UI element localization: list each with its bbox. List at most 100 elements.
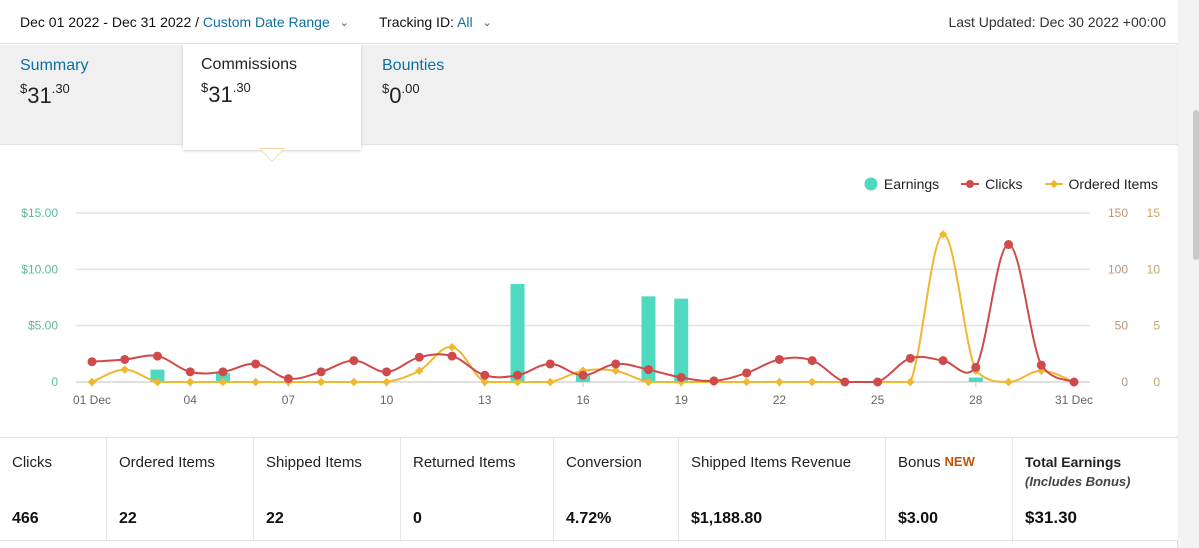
custom-date-range-link[interactable]: Custom Date Range (202, 14, 330, 30)
ordered-items-point (349, 377, 359, 387)
stat-shipped-items: Shipped Items 22 (254, 438, 401, 542)
ordered-items-point (218, 377, 228, 387)
clicks-point (938, 356, 948, 366)
tab-summary-label[interactable]: Summary (20, 57, 89, 74)
x-tick-label: 16 (576, 393, 590, 407)
tab-bounties-label[interactable]: Bounties (382, 57, 445, 74)
stats-bar: Clicks 466 Ordered Items 22 Shipped Item… (0, 437, 1178, 542)
clicks-point (87, 357, 97, 367)
chart-legend: Earnings Clicks Ordered Items (864, 176, 1158, 192)
ordered-line-icon (1044, 179, 1063, 189)
x-tick-label: 07 (282, 393, 296, 407)
ordered-items-point (316, 377, 326, 387)
y-left-tick-label: 0 (51, 375, 58, 389)
ordered-items-point (742, 377, 751, 387)
stat-bonus-label: Bonus NEW (898, 454, 975, 471)
page-scrollbar[interactable] (1193, 110, 1199, 260)
stat-ordered-value: 22 (119, 510, 137, 527)
ordered-items-point (644, 377, 653, 387)
earnings-bar (968, 377, 983, 382)
clicks-point (414, 352, 424, 362)
legend-clicks-label: Clicks (985, 176, 1023, 192)
earnings-bar (641, 296, 656, 382)
earnings-bar (674, 298, 689, 382)
last-updated-text: Last Updated: Dec 30 2022 +00:00 (948, 14, 1166, 30)
clicks-point (382, 367, 392, 377)
clicks-point (545, 359, 555, 369)
x-tick-label: 19 (675, 393, 689, 407)
clicks-point (709, 376, 719, 386)
tab-commissions-value: $31.30 (201, 80, 251, 107)
clicks-point (513, 370, 523, 380)
legend-earnings[interactable]: Earnings (864, 176, 939, 192)
x-tick-label: 04 (184, 393, 198, 407)
stat-conversion: Conversion 4.72% (554, 438, 679, 542)
clicks-point (578, 370, 588, 380)
clicks-point (251, 359, 261, 369)
stat-bonus-value: $3.00 (898, 510, 939, 527)
tab-bounties[interactable]: Bounties $0.00 (382, 45, 444, 145)
ordered-items-point (513, 377, 522, 387)
ordered-items-point (87, 377, 97, 387)
tracking-id-selector[interactable]: Tracking ID: All ⌄ (379, 14, 492, 30)
y-right-clicks-tick-label: 0 (1121, 375, 1128, 389)
ordered-items-point (251, 377, 260, 387)
clicks-point (447, 351, 457, 361)
stat-ordered-label: Ordered Items (119, 454, 215, 471)
earnings-bar (510, 283, 525, 382)
chevron-down-icon[interactable]: ⌄ (339, 17, 349, 29)
stat-revenue-value: $1,188.80 (691, 510, 763, 527)
stat-total-label: Total Earnings (Includes Bonus) (1025, 454, 1178, 489)
clicks-point (152, 351, 162, 361)
stat-total-note: (Includes Bonus) (1025, 474, 1131, 489)
tab-summary-value: $31.30 (20, 81, 70, 108)
y-right-items-tick-label: 10 (1147, 262, 1161, 276)
y-left-tick-label: $10.00 (21, 262, 58, 276)
earnings-dot-icon (864, 177, 878, 191)
x-tick-label: 31 Dec (1055, 393, 1093, 407)
y-right-items-tick-label: 5 (1153, 319, 1160, 333)
report-tabs: Summary $31.30 Commissions $31.30 Bounti… (0, 44, 1178, 150)
clicks-point (971, 362, 981, 372)
clicks-point (840, 377, 850, 387)
legend-clicks[interactable]: Clicks (961, 176, 1023, 192)
date-range-separator: / (195, 14, 200, 30)
ordered-items-point (906, 377, 915, 387)
stat-returned-label: Returned Items (413, 454, 516, 471)
tracking-id-value[interactable]: All (457, 14, 473, 30)
ordered-items-point (447, 342, 457, 352)
ordered-items-point (480, 377, 490, 387)
tab-commissions[interactable]: Commissions $31.30 (183, 44, 361, 150)
y-left-tick-label: $15.00 (21, 206, 58, 220)
active-tab-pointer (261, 149, 283, 161)
tab-bounties-value: $0.00 (382, 81, 420, 108)
date-range-selector[interactable]: Dec 01 2022 - Dec 31 2022 / Custom Date … (20, 14, 349, 30)
clicks-point (774, 354, 784, 364)
y-right-items-tick-label: 15 (1147, 206, 1161, 220)
clicks-point (807, 356, 817, 366)
clicks-point (1036, 360, 1046, 370)
x-tick-label: 28 (969, 393, 983, 407)
ordered-items-point (1004, 377, 1013, 387)
ordered-items-point (382, 377, 391, 387)
ordered-items-point (120, 365, 129, 374)
legend-ordered-items[interactable]: Ordered Items (1044, 176, 1158, 192)
tab-summary[interactable]: Summary $31.30 (20, 45, 88, 145)
clicks-point (611, 359, 621, 369)
chevron-down-icon[interactable]: ⌄ (482, 17, 492, 29)
earnings-chart: $15.00 150 15 $10.00 100 10 $5.00 50 5 0 0 0 01 Dec 0… (0, 146, 1178, 436)
stat-clicks-label: Clicks (12, 454, 52, 471)
clicks-point (283, 374, 293, 384)
ordered-items-point (546, 377, 555, 387)
stat-total-value: $31.30 (1025, 508, 1077, 527)
date-range-text: Dec 01 2022 - Dec 31 2022 (20, 14, 192, 30)
tab-commissions-label[interactable]: Commissions (201, 56, 298, 73)
x-tick-label: 10 (380, 393, 394, 407)
clicks-point (1004, 240, 1014, 250)
clicks-point (218, 367, 228, 377)
chart-canvas: $15.00 150 15$10.00 100 10$5.00 50 50 0 001 Dec 0… (21, 206, 1161, 407)
stat-clicks-value: 466 (12, 510, 39, 527)
clicks-point (480, 370, 490, 380)
earnings-bar (215, 372, 230, 382)
